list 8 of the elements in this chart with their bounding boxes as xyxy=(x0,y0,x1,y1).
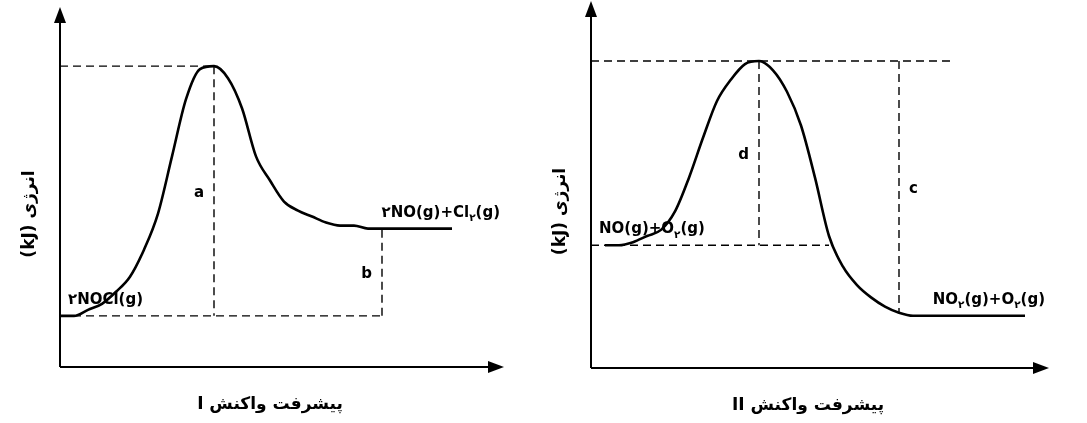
x-axis-title: پیشرفت واکنش I xyxy=(197,393,343,415)
x-axis-title: پیشرفت واکنش II xyxy=(731,394,885,416)
y-axis-title: انرژی (kJ) xyxy=(549,167,571,256)
y-axis-title: انرژی (kJ) xyxy=(18,170,40,258)
annotation: a xyxy=(193,182,204,201)
annotation: d xyxy=(738,145,750,164)
annotation: c xyxy=(909,178,918,197)
annotation: b xyxy=(361,264,373,283)
